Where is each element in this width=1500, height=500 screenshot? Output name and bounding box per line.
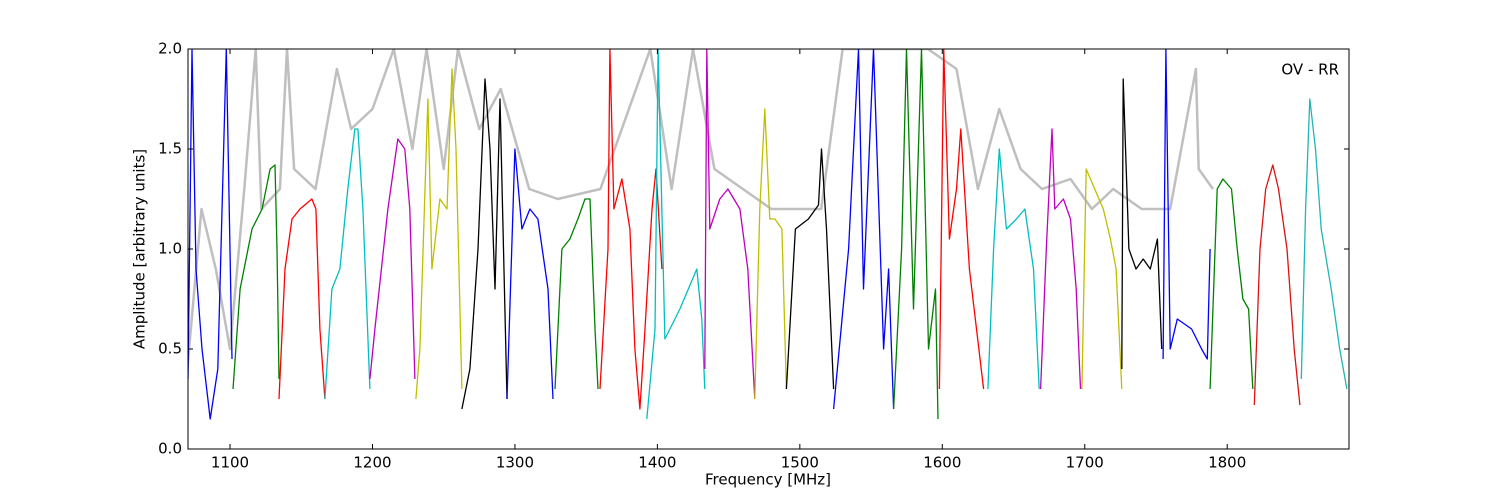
spectrum-line	[646, 49, 706, 420]
spectrum-line	[324, 128, 371, 400]
spectrum-line	[369, 138, 416, 380]
y-tick-label: 0.0	[158, 440, 182, 458]
y-axis-label: Amplitude [arbitrary units]	[131, 149, 149, 349]
spectrum-line	[1081, 168, 1123, 390]
spectrum-line	[785, 148, 835, 390]
spectrum-line	[461, 78, 508, 410]
spectrum-line	[1121, 78, 1163, 370]
spectrum-line	[415, 68, 463, 400]
spectrum-line	[892, 49, 939, 420]
plot-area	[188, 49, 1348, 420]
spectrum-line	[938, 49, 985, 390]
spectrum-line	[987, 148, 1040, 390]
x-tick-label: 1300	[496, 454, 534, 472]
spectrum-line	[506, 148, 554, 400]
spectrum-line	[1300, 98, 1348, 390]
spectrum-line	[754, 108, 788, 400]
spectrum-line	[1209, 178, 1254, 390]
y-tick-label: 1.5	[158, 140, 182, 158]
spectrum-line	[1253, 164, 1301, 406]
x-tick-label: 1400	[638, 454, 676, 472]
annotation: OV - RR	[1281, 61, 1339, 79]
spectrum-line	[704, 49, 756, 400]
x-tick-label: 1600	[923, 454, 961, 472]
spectrum-line	[1162, 49, 1211, 360]
spectrum-line	[278, 198, 326, 400]
x-tick-label: 1200	[353, 454, 391, 472]
spectrum-line	[188, 49, 233, 420]
spectrum-line	[232, 164, 280, 390]
x-tick-label: 1100	[211, 454, 249, 472]
x-axis-label: Frequency [MHz]	[705, 471, 831, 489]
spectrum-line	[554, 198, 599, 390]
spectrum-line	[1039, 128, 1082, 390]
y-tick-label: 2.0	[158, 40, 182, 58]
y-tick-label: 1.0	[158, 240, 182, 258]
spectrum-line	[599, 49, 663, 410]
x-tick-label: 1800	[1208, 454, 1246, 472]
y-tick-label: 0.5	[158, 340, 182, 358]
x-tick-label: 1700	[1066, 454, 1104, 472]
spectrum-line	[832, 49, 895, 410]
x-tick-label: 1500	[781, 454, 819, 472]
spectrum-line	[188, 49, 1215, 370]
